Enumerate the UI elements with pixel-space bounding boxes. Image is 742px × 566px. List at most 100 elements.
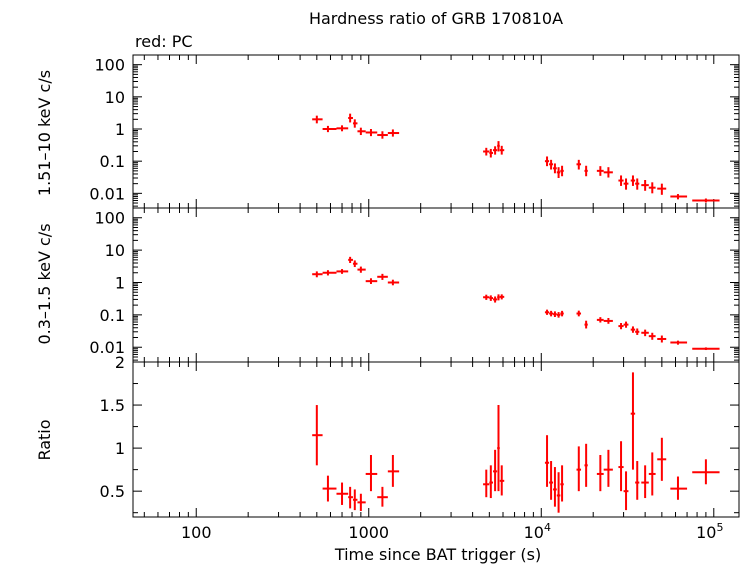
y-axis-label-top: 1.51–10 keV c/s xyxy=(35,70,54,196)
data-point xyxy=(635,328,640,335)
data-point xyxy=(584,443,588,487)
data-point xyxy=(576,159,582,170)
data-point xyxy=(377,273,388,280)
data-point xyxy=(365,129,378,137)
data-point xyxy=(635,461,640,500)
data-point xyxy=(387,279,400,286)
data-point xyxy=(641,329,649,337)
data-point xyxy=(635,178,640,190)
y-tick-label: 0.1 xyxy=(100,306,125,325)
data-point xyxy=(497,405,500,492)
data-point xyxy=(489,295,493,301)
legend-label: red: PC xyxy=(135,32,193,51)
data-point xyxy=(336,125,349,132)
data-point xyxy=(497,141,500,152)
data-point xyxy=(549,159,554,170)
data-point xyxy=(492,146,498,155)
data-point xyxy=(322,125,337,133)
data-point xyxy=(489,465,493,499)
data-point xyxy=(641,465,649,499)
y-tick-label: 0.5 xyxy=(100,482,125,501)
data-point xyxy=(657,437,667,481)
data-point xyxy=(489,148,493,158)
data-point xyxy=(365,455,378,492)
data-point xyxy=(692,347,720,351)
data-point xyxy=(576,446,582,492)
data-point xyxy=(352,489,358,511)
data-point xyxy=(499,145,505,155)
data-point xyxy=(670,476,688,500)
data-point xyxy=(348,113,353,123)
data-point xyxy=(312,115,323,124)
data-point xyxy=(492,449,498,492)
data-point xyxy=(560,465,564,502)
x-axis-label: Time since BAT trigger (s) xyxy=(334,545,541,564)
y-tick-label: 1 xyxy=(115,273,125,292)
data-point xyxy=(556,472,561,513)
data-point xyxy=(648,182,656,194)
x-tick-label: 1000 xyxy=(348,523,389,542)
data-point xyxy=(630,175,636,186)
data-point xyxy=(692,198,720,203)
data-point xyxy=(312,271,323,278)
data-point xyxy=(352,260,358,268)
data-point xyxy=(603,318,613,324)
data-point xyxy=(603,167,613,178)
data-point xyxy=(657,335,667,343)
data-point xyxy=(556,312,561,318)
data-point xyxy=(596,455,604,492)
data-point xyxy=(560,165,564,177)
data-point xyxy=(648,332,656,340)
data-point xyxy=(618,323,624,330)
data-point xyxy=(670,194,688,200)
data-point xyxy=(657,183,667,195)
data-point xyxy=(560,310,564,317)
data-point xyxy=(618,175,624,186)
panel-frame xyxy=(132,361,740,518)
panel-middle-soft-band: 100 10 1 0.1 0.01 xyxy=(89,207,740,363)
y-tick-label: 0.01 xyxy=(89,184,125,203)
panel-top-hard-band: 100 10 1 0.1 0.01 xyxy=(89,54,740,209)
data-point xyxy=(483,469,490,498)
data-point xyxy=(387,129,400,137)
panel-frame xyxy=(132,207,740,363)
data-point xyxy=(365,278,378,284)
data-point xyxy=(576,310,582,317)
data-point xyxy=(618,441,624,492)
data-point xyxy=(603,449,613,487)
data-point xyxy=(553,163,557,174)
x-tick-label: 100 xyxy=(181,523,212,542)
data-point xyxy=(648,452,656,496)
data-point xyxy=(348,256,353,264)
data-point xyxy=(584,320,588,329)
data-point xyxy=(584,165,588,177)
y-tick-label: 100 xyxy=(94,56,125,75)
data-point xyxy=(670,340,688,345)
data-point xyxy=(623,321,629,328)
data-point xyxy=(499,294,505,300)
data-point xyxy=(623,471,629,511)
x-tick-label: 105 xyxy=(696,521,723,542)
data-point xyxy=(357,266,366,273)
panel-bottom-ratio: 2 1.5 1 0.5 100 1000 104 105 xyxy=(100,353,740,542)
data-point xyxy=(499,465,505,496)
data-point xyxy=(357,493,366,511)
y-tick-label: 100 xyxy=(94,209,125,228)
y-tick-label: 10 xyxy=(105,88,125,107)
data-point xyxy=(630,326,636,333)
data-point xyxy=(556,167,561,178)
data-point xyxy=(348,486,353,509)
data-point xyxy=(596,317,604,323)
chart-title: Hardness ratio of GRB 170810A xyxy=(309,9,563,28)
y-tick-label: 1 xyxy=(115,120,125,139)
data-point xyxy=(623,178,629,190)
y-tick-label: 1.5 xyxy=(100,396,125,415)
data-point xyxy=(549,310,554,317)
data-point xyxy=(497,294,500,301)
data-point xyxy=(544,435,550,487)
data-point xyxy=(387,455,400,487)
data-point xyxy=(544,156,550,167)
data-point xyxy=(596,166,604,176)
data-point xyxy=(352,119,358,128)
